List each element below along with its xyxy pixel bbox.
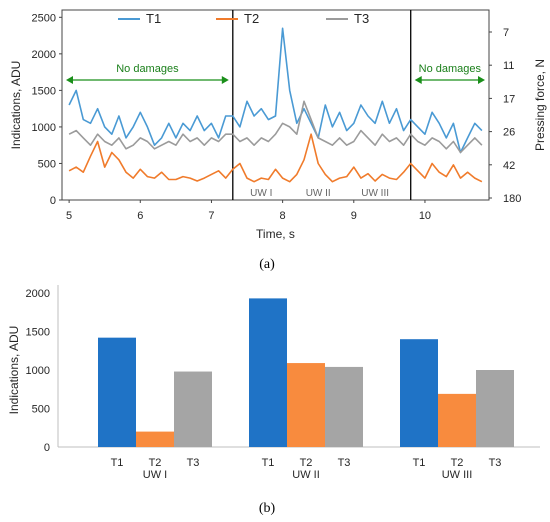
no-damages-annotation: No damages <box>419 63 482 75</box>
y-tick-label: 1500 <box>32 85 56 97</box>
zone-label: UW III <box>361 188 389 199</box>
bar-tick-label: T2 <box>149 457 162 469</box>
y-tick-label: 1500 <box>26 327 50 339</box>
bar-tick-label: T2 <box>300 457 313 469</box>
arrow-head-right <box>221 76 229 84</box>
legend-label-T2: T2 <box>244 11 259 26</box>
y2-tick-label: 7 <box>503 27 509 39</box>
no-damages-annotation: No damages <box>116 63 179 75</box>
y2-tick-label: 26 <box>503 127 515 139</box>
y-axis-title: Indications, ADU <box>7 326 21 415</box>
bar-tick-label: T1 <box>262 457 275 469</box>
y2-tick-label: 180 <box>503 193 521 205</box>
y-tick-label: 500 <box>32 404 50 416</box>
y2-tick-label: 42 <box>503 160 515 172</box>
x-axis-title: Time, s <box>256 227 295 241</box>
legend-label-T1: T1 <box>146 11 161 26</box>
series-line-T1 <box>68 27 483 154</box>
y2-tick-label: 11 <box>503 60 514 72</box>
legend-label-T3: T3 <box>354 11 369 26</box>
group-label: UW II <box>292 469 320 481</box>
bar-UW-III-T3 <box>476 370 514 447</box>
bar-UW-II-T2 <box>287 363 325 447</box>
y2-tick-label: 17 <box>503 93 515 105</box>
x-tick-label: 10 <box>419 210 431 222</box>
y-tick-label: 0 <box>44 442 50 454</box>
panel-label-b: (b) <box>259 501 276 516</box>
y2-axis-title: Pressing force, N <box>533 59 547 151</box>
bar-UW-III-T2 <box>438 393 476 447</box>
y-tick-label: 0 <box>50 195 56 207</box>
bar-tick-label: T2 <box>451 457 464 469</box>
y-tick-label: 2000 <box>32 49 56 61</box>
x-tick-label: 8 <box>280 210 286 222</box>
x-tick-label: 6 <box>137 210 143 222</box>
bar-tick-label: T3 <box>489 457 502 469</box>
arrow-head-right <box>478 76 485 84</box>
group-label: UW I <box>143 469 167 481</box>
series-line-T3 <box>68 100 483 154</box>
group-label: UW III <box>442 469 473 481</box>
y-tick-label: 1000 <box>26 365 50 377</box>
bar-UW-II-T1 <box>249 298 287 447</box>
plot-frame-a <box>61 9 490 201</box>
x-tick-label: 5 <box>66 210 72 222</box>
bar-UW-I-T3 <box>174 371 212 447</box>
y-tick-label: 2000 <box>26 288 50 300</box>
bar-tick-label: T3 <box>187 457 200 469</box>
y-tick-label: 500 <box>38 158 56 170</box>
x-tick-label: 7 <box>208 210 214 222</box>
bar-tick-label: T1 <box>413 457 426 469</box>
y-tick-label: 1000 <box>32 122 56 134</box>
y-axis-title: Indications, ADU <box>9 61 23 150</box>
bar-tick-label: T3 <box>338 457 351 469</box>
y-tick-label: 2500 <box>32 12 56 24</box>
series-line-T2 <box>68 133 483 183</box>
bar-UW-I-T1 <box>98 337 136 447</box>
bar-UW-I-T2 <box>136 431 174 447</box>
zone-label: UW I <box>250 188 272 199</box>
x-tick-label: 9 <box>351 210 357 222</box>
arrow-head-left <box>414 76 422 84</box>
bar-tick-label: T1 <box>111 457 124 469</box>
zone-label: UW II <box>306 188 331 199</box>
arrow-head-left <box>66 76 73 84</box>
bar-UW-II-T3 <box>325 366 363 447</box>
panel-label-a: (a) <box>259 257 275 272</box>
bar-UW-III-T1 <box>400 339 438 447</box>
